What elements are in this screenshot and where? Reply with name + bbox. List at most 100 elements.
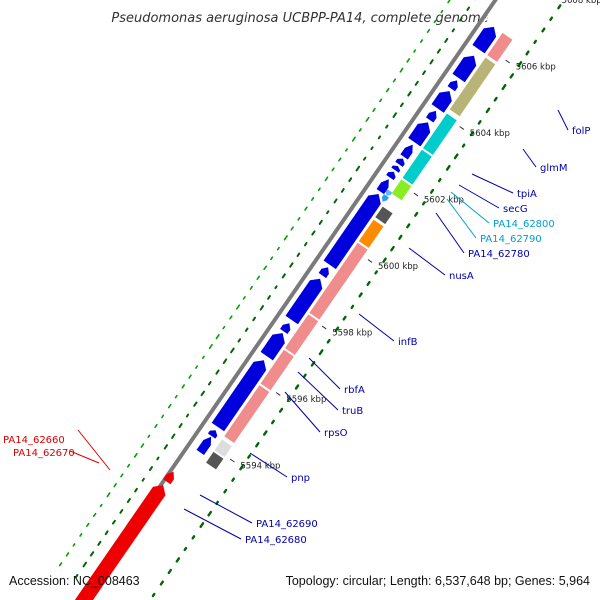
gc-dot-outer	[345, 148, 348, 152]
gc-dot-outer	[399, 67, 404, 73]
gc-dot-inner	[390, 245, 395, 252]
leader-pnp	[249, 452, 288, 478]
gc-dot-inner	[501, 83, 507, 91]
gc-dot-mid	[296, 252, 301, 257]
cds-forward-0	[196, 436, 212, 455]
gene-label-PA14_62780: PA14_62780	[468, 249, 530, 260]
gc-dot-mid	[237, 338, 242, 343]
gene-label-rpsO: rpsO	[324, 428, 348, 439]
gc-dot-inner	[294, 384, 300, 390]
leader-PA14_62800	[450, 191, 490, 224]
gc-dot-outer	[270, 256, 274, 261]
gc-dot-outer	[283, 235, 288, 241]
gc-dot-outer	[181, 384, 185, 389]
gene-label-PA14_62800: PA14_62800	[493, 219, 555, 230]
tick-label-3: 5600 kbp	[378, 262, 418, 272]
gc-dot-inner	[549, 16, 554, 21]
gc-dot-inner	[334, 326, 340, 333]
tick-label-2: 5598 kbp	[332, 328, 372, 338]
gc-dot-mid	[82, 561, 87, 568]
gene-label-folP: folP	[572, 126, 590, 137]
gc-dot-inner	[477, 120, 482, 125]
gc-dot-mid	[304, 242, 308, 247]
gc-dot-mid	[289, 262, 294, 268]
gc-dot-inner	[422, 201, 426, 206]
gc-dot-inner	[366, 280, 371, 286]
gc-dot-inner	[278, 407, 284, 413]
gc-dot-outer	[229, 315, 233, 320]
cds-reverse-8	[391, 179, 412, 201]
gc-dot-mid	[318, 219, 323, 225]
gc-dot-outer	[113, 482, 117, 488]
gc-dot-outer	[65, 552, 70, 557]
cds-forward-2	[211, 360, 267, 432]
gc-dot-outer	[317, 187, 321, 192]
gc-dot-mid	[311, 230, 316, 236]
gc-dot-inner	[493, 96, 498, 102]
gc-dot-outer	[133, 452, 138, 458]
gc-dot-inner	[469, 131, 474, 137]
gc-dot-mid	[281, 273, 286, 279]
gc-dot-mid	[377, 135, 382, 140]
leader-nusA	[408, 247, 446, 276]
topology-label: Topology: circular; Length: 6,537,648 bp…	[285, 574, 590, 588]
tick-label-5: 5604 kbp	[470, 129, 510, 139]
gc-dot-outer	[324, 176, 329, 182]
gc-dot-inner	[159, 580, 165, 586]
gene-label-PA14_62680: PA14_62680	[245, 535, 307, 546]
gc-dot-outer	[92, 512, 97, 518]
gc-skew-dots	[58, 0, 562, 598]
gc-dot-outer	[440, 9, 444, 14]
gc-dot-outer	[297, 217, 301, 221]
gc-dot-mid	[414, 80, 419, 86]
gc-dot-inner	[350, 304, 355, 310]
cds-forward-17	[452, 55, 477, 83]
gc-dot-inner	[557, 4, 562, 10]
gene-label-PA14_62660: PA14_62660	[3, 435, 65, 446]
gc-dot-mid	[355, 165, 361, 172]
gc-dot-mid	[429, 59, 434, 65]
gc-dot-outer	[406, 58, 411, 63]
leader-PA14_62780	[435, 212, 465, 254]
cds-forward-5	[285, 278, 323, 325]
leader-PA14_62660	[69, 450, 100, 464]
gc-dot-mid	[267, 295, 271, 300]
gc-dot-inner	[255, 442, 260, 448]
cds-reverse-11	[449, 57, 496, 117]
gc-dot-mid	[451, 28, 455, 33]
gc-dot-inner	[406, 223, 411, 229]
cds-reverse-5	[309, 242, 368, 320]
gc-dot-inner	[453, 153, 459, 160]
scale-ticks: 5594 kbp 5596 kbp 5598 kbp 5600 kbp 5602 kbp…	[230, 0, 600, 471]
accession-label: Accession: NC_008463	[9, 574, 140, 588]
gc-dot-outer	[147, 434, 151, 439]
gc-dot-inner	[223, 488, 228, 494]
cds-reverse-12	[487, 32, 513, 62]
cds-forward-11	[395, 158, 405, 167]
gene-label-nusA: nusA	[449, 271, 474, 282]
leader-secG	[458, 184, 500, 209]
gc-dot-outer	[127, 463, 131, 468]
leader-PA14_62690	[199, 494, 253, 524]
gc-dot-mid	[208, 381, 212, 386]
cds-reverse-9	[402, 149, 432, 185]
cds-reverse-6	[358, 219, 384, 248]
gc-dot-outer	[202, 355, 205, 360]
gc-dot-mid	[185, 413, 190, 418]
gc-dot-outer	[79, 533, 83, 537]
gc-dot-mid	[407, 91, 412, 97]
cds-reverse-0	[206, 451, 224, 470]
gc-dot-inner	[199, 522, 205, 528]
gene-label-truB: truB	[342, 406, 363, 417]
gc-dot-mid	[363, 156, 367, 161]
cds-forward-10	[391, 165, 401, 173]
gc-dot-outer	[447, 0, 451, 4]
gc-dot-outer	[242, 296, 246, 300]
gc-dot-inner	[437, 177, 442, 183]
gc-dot-mid	[126, 498, 131, 504]
gc-dot-inner	[286, 396, 291, 402]
gene-label-PA14_62670: PA14_62670	[13, 448, 75, 459]
leader-glmM	[522, 148, 537, 168]
gc-dot-outer	[161, 414, 165, 419]
gc-dot-outer	[249, 285, 253, 290]
